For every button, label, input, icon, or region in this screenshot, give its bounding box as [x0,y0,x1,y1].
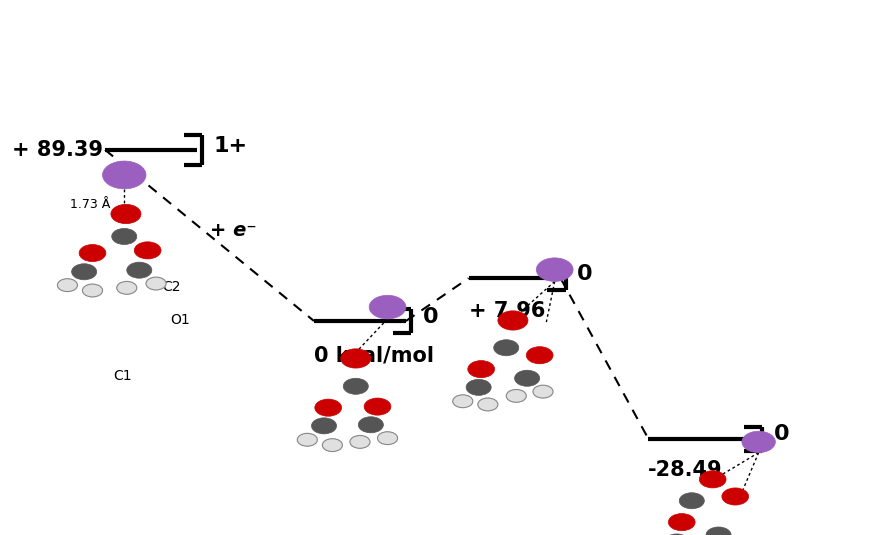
Text: 0: 0 [423,307,438,327]
Circle shape [537,258,573,281]
Text: + 7.96: + 7.96 [468,301,545,322]
Circle shape [515,370,539,386]
Circle shape [297,433,317,446]
Text: 0: 0 [578,264,593,284]
Circle shape [378,432,398,445]
Circle shape [358,417,384,433]
Circle shape [80,244,106,262]
Circle shape [350,435,370,448]
Circle shape [506,389,526,402]
Circle shape [453,395,473,408]
Circle shape [343,378,368,394]
Circle shape [533,385,553,398]
Circle shape [706,527,731,535]
Circle shape [722,488,749,505]
Circle shape [494,340,519,356]
Circle shape [478,398,498,411]
Circle shape [82,284,102,297]
Circle shape [350,435,370,448]
Circle shape [679,493,704,509]
Circle shape [112,228,137,244]
Circle shape [82,284,102,297]
Circle shape [58,279,78,292]
Circle shape [58,279,78,292]
Text: C2: C2 [162,280,180,294]
Circle shape [311,418,336,434]
Circle shape [478,398,498,411]
Circle shape [369,295,406,319]
Circle shape [742,431,775,453]
Circle shape [453,395,473,408]
Circle shape [117,281,137,294]
Text: 1+: 1+ [213,135,248,156]
Text: 1.73 Å: 1.73 Å [70,198,110,211]
Text: -28.49: -28.49 [649,460,723,480]
Circle shape [72,264,97,280]
Circle shape [323,439,343,452]
Circle shape [111,204,141,224]
Text: + e⁻: + e⁻ [210,220,256,240]
Circle shape [533,385,553,398]
Circle shape [664,534,690,535]
Circle shape [146,277,166,290]
Text: 0: 0 [773,424,789,445]
Circle shape [699,471,726,488]
Text: O1: O1 [170,313,190,327]
Circle shape [135,242,161,259]
Circle shape [146,277,166,290]
Circle shape [498,311,528,330]
Circle shape [323,439,343,452]
Circle shape [526,347,553,364]
Circle shape [468,361,495,378]
Circle shape [117,281,137,294]
Circle shape [364,398,391,415]
Circle shape [378,432,398,445]
Text: 0 kcal/mol: 0 kcal/mol [314,346,434,366]
Circle shape [127,262,152,278]
Circle shape [341,349,371,368]
Circle shape [466,379,491,395]
Circle shape [315,399,342,416]
Text: C1: C1 [114,369,132,383]
Circle shape [506,389,526,402]
Circle shape [669,514,695,531]
Text: + 89.39: + 89.39 [12,140,103,160]
Circle shape [297,433,317,446]
Circle shape [102,161,146,189]
